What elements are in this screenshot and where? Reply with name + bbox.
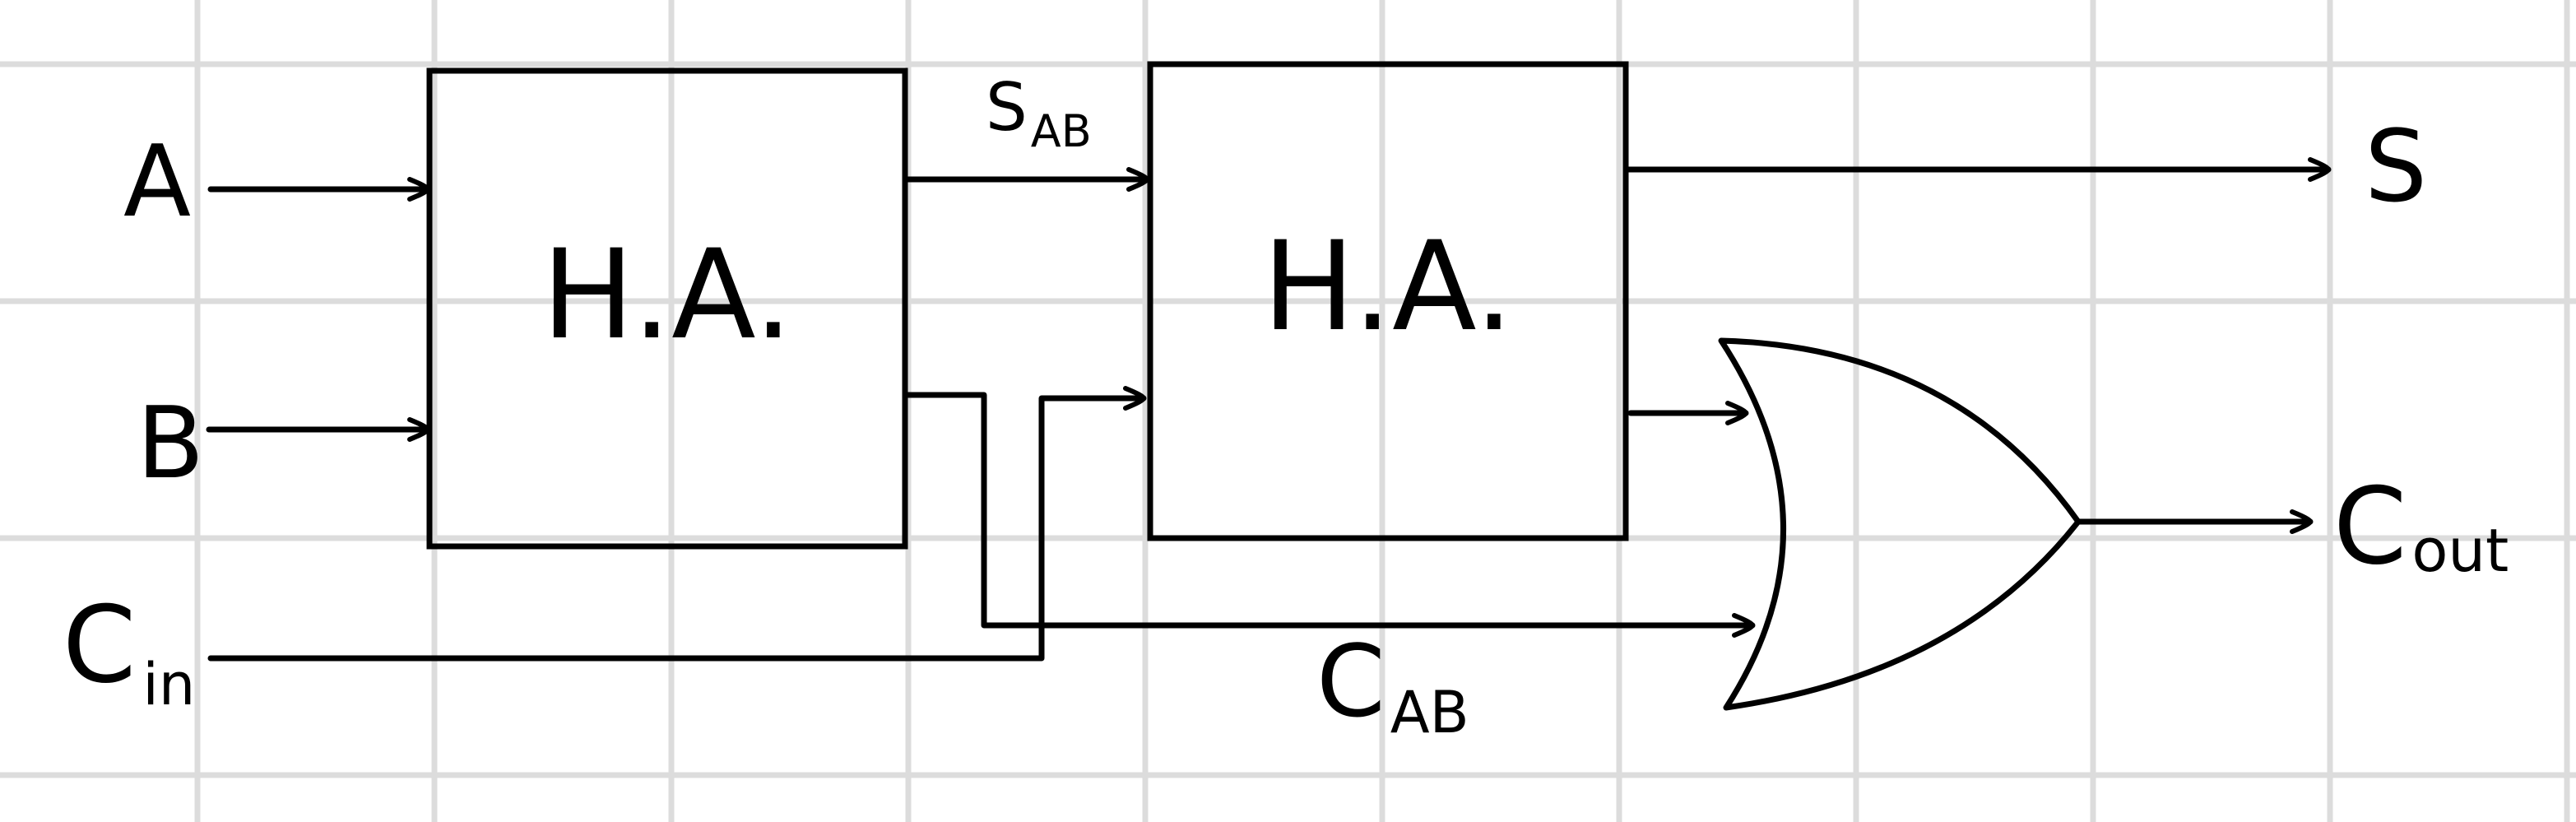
input-label-b: B (137, 387, 204, 501)
half-adder-2-label: H.A. (1262, 216, 1514, 359)
output-label-s: S (2365, 110, 2427, 225)
signal-label-cab-subscript: AB (1390, 679, 1469, 746)
input-label-a: A (123, 125, 191, 239)
input-label-cin-subscript: in (142, 651, 195, 718)
or-gate (1718, 337, 2082, 711)
wire-cin (207, 386, 1147, 662)
output-label-cout-subscript: out (2411, 516, 2509, 585)
wire-cab (902, 392, 1756, 638)
half-adder-1-box (426, 67, 908, 550)
half-adder-2-box (1147, 61, 1629, 541)
signal-label-cab: CAB (1316, 625, 1469, 746)
output-label-cout: Cout (2333, 466, 2509, 588)
half-adder-1-label: H.A. (541, 224, 793, 367)
signal-label-sab: SAB (986, 69, 1092, 157)
signal-label-sab-subscript: AB (1031, 105, 1092, 157)
